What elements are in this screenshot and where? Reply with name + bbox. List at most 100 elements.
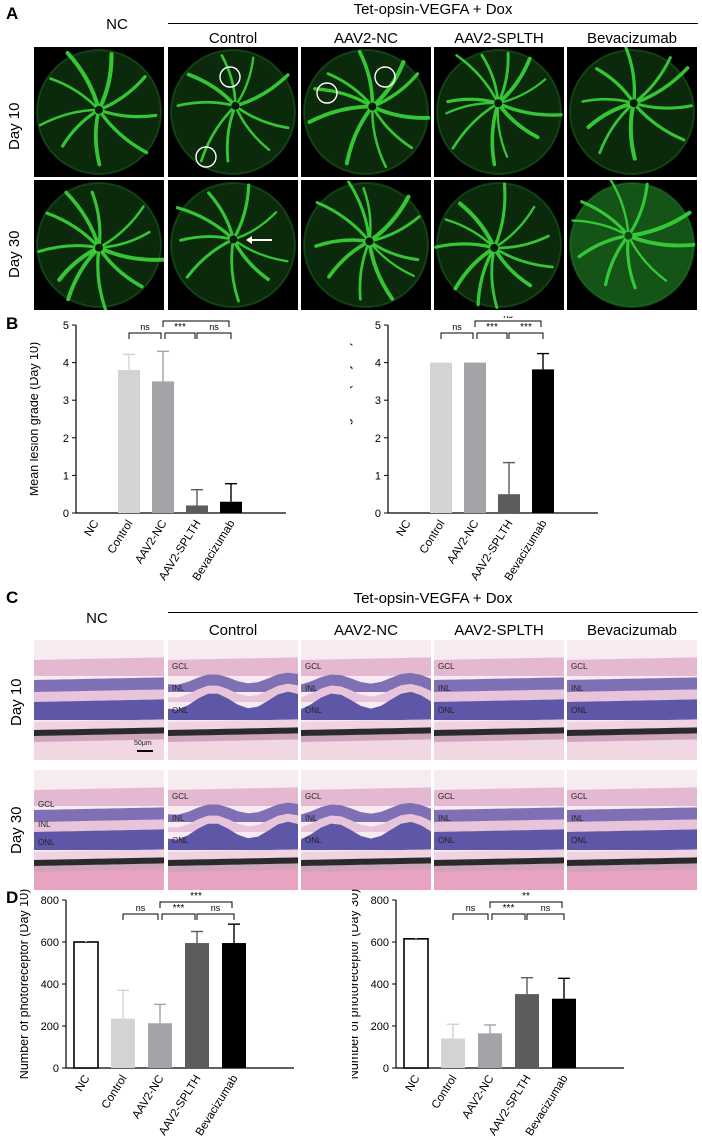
x-tick-label: Control (106, 518, 136, 556)
significance-label: ns (503, 316, 513, 320)
chart-photoreceptor-day10: 0 200 400 600 800 Number of photoreceptor (Da… (20, 889, 294, 1138)
bar-control (441, 1038, 465, 1068)
histology-image: GCL INL ONL (434, 640, 564, 760)
y-tick-label: 0 (383, 1063, 389, 1075)
y-tick-label: 1 (63, 470, 69, 482)
row-label-day10: Day 10 (6, 102, 23, 150)
scale-bar (137, 750, 153, 752)
header-aav2-nc: AAV2-NC (334, 30, 398, 47)
layer-label-inl: INL (438, 684, 451, 693)
histology-image: GCL INL ONL (168, 770, 298, 890)
histology-image: GCL INL ONL (434, 770, 564, 890)
fundus-image (34, 47, 164, 177)
layer-label-onl: ONL (571, 706, 588, 715)
significance-bracket (128, 332, 162, 339)
header-nc: NC (106, 16, 128, 33)
significance-label: ns (140, 322, 150, 332)
y-axis-label: Number of photoreceptor (Day 10) (20, 889, 31, 1079)
layer-label-gcl: GCL (305, 792, 322, 801)
significance-label: *** (190, 891, 202, 902)
x-tick-label: AAV2-NC (130, 1073, 166, 1121)
significance-label: ns (466, 903, 476, 913)
bar-aav2-splth (185, 943, 209, 1068)
layer-label-inl: INL (305, 684, 318, 693)
bar-control (111, 1018, 135, 1068)
bar-control (430, 362, 452, 513)
fundus-image (301, 180, 431, 310)
y-tick-label: 800 (41, 895, 59, 907)
layer-label-onl: ONL (438, 836, 455, 845)
significance-bracket (196, 332, 232, 339)
header-nc-c: NC (86, 610, 108, 627)
y-tick-label: 400 (41, 979, 59, 991)
row-label-day30: Day 30 (6, 230, 23, 278)
significance-bracket (489, 901, 563, 908)
layer-label-gcl: GCL (38, 800, 55, 809)
layer-label-inl: INL (571, 684, 584, 693)
chart-lesion-day30: 0 1 2 3 4 5 Mean lesion grade (Day 30) NC Contro… (350, 316, 598, 583)
significance-bracket (162, 320, 230, 327)
layer-label-onl: ONL (172, 836, 189, 845)
significance-bracket (474, 320, 542, 327)
lesion-marker-circle (195, 146, 217, 168)
y-tick-label: 800 (371, 895, 389, 907)
layer-label-gcl: GCL (438, 662, 455, 671)
fundus-image (168, 47, 298, 177)
layer-label-onl: ONL (305, 836, 322, 845)
bar-bevacizumab (222, 943, 246, 1068)
layer-label-onl: ONL (172, 706, 189, 715)
significance-label: ** (522, 891, 530, 902)
lesion-marker-circle (374, 66, 396, 88)
layer-label-onl: ONL (438, 706, 455, 715)
fundus-image (168, 180, 298, 310)
significance-label: *** (173, 903, 185, 914)
significance-bracket (164, 332, 196, 339)
histology-image: 50μm (34, 640, 164, 760)
header-group: Tet-opsin-VEGFA + Dox (353, 1, 513, 18)
y-tick-label: 2 (63, 433, 69, 445)
y-tick-label: 200 (41, 1021, 59, 1033)
histology-image: GCL INL ONL (567, 640, 697, 760)
layer-label-inl: INL (172, 814, 185, 823)
y-tick-label: 2 (375, 433, 381, 445)
x-tick-label: Control (100, 1073, 130, 1111)
histology-image: GCL INL ONL (168, 640, 298, 760)
chart-lesion-day10: 0 1 2 3 4 5 Mean lesion grade (Day 10) NC Contro… (30, 316, 286, 583)
significance-bracket (196, 913, 235, 920)
significance-label: ns (209, 322, 219, 332)
lesion-marker-circle (219, 66, 241, 88)
fundus-image (434, 47, 564, 177)
significance-label: ns (136, 903, 146, 913)
y-tick-label: 600 (371, 937, 389, 949)
y-axis-label: Number of photoreceptor (Day 30) (352, 889, 361, 1079)
y-tick-label: 1 (375, 470, 381, 482)
chart-photoreceptor-day30: 0 200 400 600 800 Number of photoreceptor (Da… (352, 889, 624, 1138)
significance-bracket (159, 901, 233, 908)
header-control-c: Control (208, 622, 258, 639)
header-group-c: Tet-opsin-VEGFA + Dox (353, 590, 513, 607)
bar-aav2-nc (478, 1033, 502, 1068)
bar-bevacizumab (552, 998, 576, 1068)
layer-label-gcl: GCL (305, 662, 322, 671)
significance-label: ns (452, 322, 462, 332)
header-aav2-splth: AAV2-SPLTH (454, 30, 544, 47)
bar-aav2-nc (148, 1023, 172, 1068)
y-tick-label: 0 (375, 508, 381, 520)
bar-aav2-nc (152, 381, 174, 513)
bar-aav2-nc (464, 362, 486, 513)
x-tick-label: AAV2-NC (445, 518, 481, 566)
significance-bracket (440, 332, 474, 339)
lesion-marker-circle (316, 82, 338, 104)
bar-control (118, 370, 140, 513)
y-tick-label: 200 (371, 1021, 389, 1033)
significance-bracket (122, 913, 159, 920)
layer-label-gcl: GCL (172, 662, 189, 671)
x-tick-label: AAV2-NC (460, 1073, 496, 1121)
header-bevacizumab: Bevacizumab (586, 30, 678, 47)
panel-letter-a: A (6, 4, 19, 23)
layer-label-gcl: GCL (571, 662, 588, 671)
x-tick-label: Control (430, 1073, 460, 1111)
histology-image: GCL INL ONL (567, 770, 697, 890)
significance-bracket (508, 332, 544, 339)
fundus-image (434, 180, 564, 310)
